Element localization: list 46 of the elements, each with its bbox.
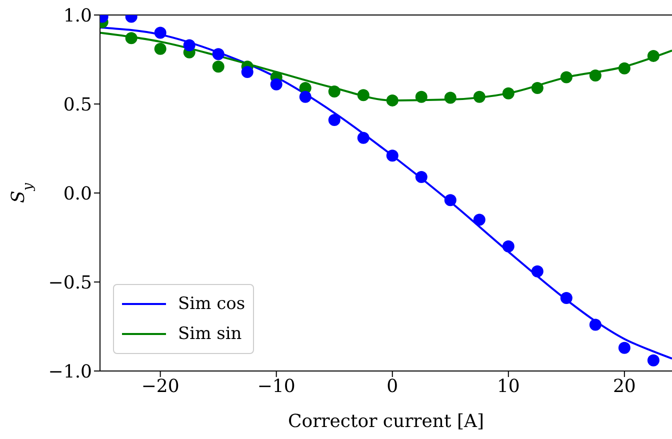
y-tick-label: 1.0 bbox=[63, 5, 92, 26]
legend-label: Sim cos bbox=[178, 294, 246, 314]
point bbox=[386, 150, 398, 162]
point bbox=[618, 62, 630, 74]
point bbox=[502, 240, 514, 252]
point bbox=[502, 87, 514, 100]
point bbox=[589, 70, 602, 82]
x-tick-label: 20 bbox=[612, 376, 636, 397]
y-tick-label: 0.0 bbox=[63, 183, 92, 204]
y-tick-label: 0.5 bbox=[63, 94, 92, 116]
point bbox=[415, 170, 428, 183]
point bbox=[328, 114, 340, 126]
point bbox=[299, 90, 312, 103]
point bbox=[212, 60, 224, 73]
point bbox=[560, 292, 572, 304]
y-tick-label: −0.5 bbox=[48, 272, 92, 294]
point bbox=[154, 26, 166, 39]
point bbox=[357, 132, 370, 144]
point bbox=[125, 32, 138, 44]
point bbox=[618, 342, 630, 354]
point bbox=[183, 39, 196, 52]
x-tick-label: −20 bbox=[141, 376, 180, 397]
x-tick-label: 0 bbox=[386, 376, 398, 397]
point bbox=[241, 66, 254, 78]
point bbox=[415, 90, 428, 103]
point bbox=[560, 71, 572, 84]
y-tick-label: −1.0 bbox=[48, 361, 92, 382]
point bbox=[444, 92, 456, 104]
point bbox=[212, 48, 224, 60]
point bbox=[531, 265, 544, 278]
legend-label: Sim sin bbox=[178, 324, 242, 344]
x-tick-label: −10 bbox=[257, 376, 296, 397]
point bbox=[270, 78, 282, 90]
point bbox=[647, 50, 660, 62]
x-tick-label: 10 bbox=[496, 376, 520, 397]
x-axis-title: Corrector current [A] bbox=[288, 411, 484, 432]
point bbox=[473, 214, 486, 226]
point bbox=[357, 89, 370, 102]
point bbox=[531, 82, 544, 94]
point bbox=[473, 90, 486, 103]
point bbox=[444, 194, 456, 206]
point bbox=[647, 354, 660, 366]
point bbox=[386, 94, 398, 106]
point bbox=[154, 42, 166, 55]
point bbox=[328, 86, 340, 98]
point bbox=[589, 318, 602, 331]
